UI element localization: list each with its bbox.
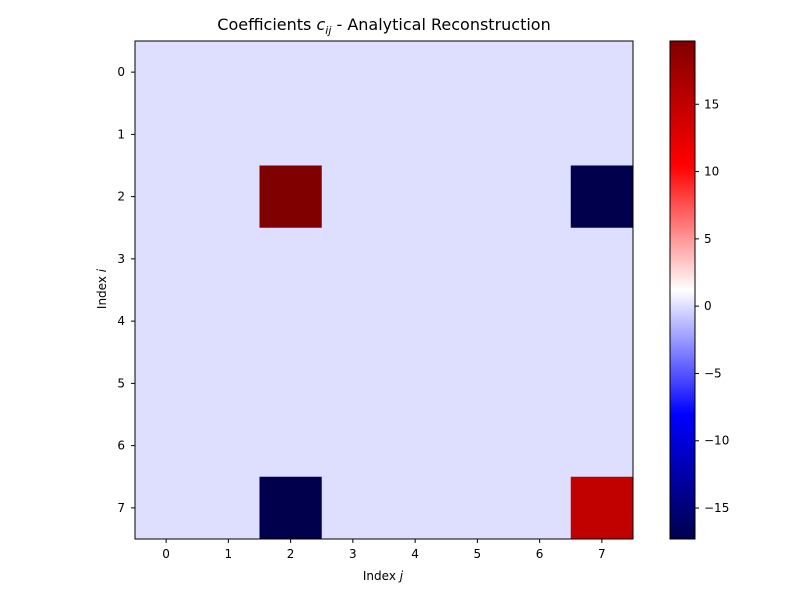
y-tick-label: 0 xyxy=(117,65,125,79)
heatmap-cell xyxy=(321,41,385,104)
plot-frame xyxy=(134,40,634,540)
heatmap-cell xyxy=(384,476,447,540)
heatmap-cell xyxy=(135,476,198,540)
heatmap-cell xyxy=(570,290,634,353)
heatmap-cell xyxy=(259,103,323,166)
heatmap-cell xyxy=(508,103,572,166)
x-tick-label: 4 xyxy=(411,547,419,561)
heatmap-cell xyxy=(197,227,260,291)
heatmap-cell xyxy=(197,476,260,540)
heatmap-cell xyxy=(508,290,572,353)
colorbar-tick-label: 5 xyxy=(704,232,712,246)
x-tick-label: 1 xyxy=(225,547,233,561)
heatmap-cell xyxy=(570,414,634,478)
heatmap-cell xyxy=(321,290,385,353)
x-axis: 0 1 2 3 4 5 6 7 xyxy=(162,539,606,561)
heatmap-cell xyxy=(384,290,447,353)
heatmap-cell xyxy=(259,476,323,540)
x-tick-label: 5 xyxy=(474,547,482,561)
heatmap-cell xyxy=(570,41,634,104)
heatmap-cell xyxy=(446,476,509,540)
colorbar-tick-label: 0 xyxy=(704,299,712,313)
heatmap-cell xyxy=(321,414,385,478)
heatmap-cell xyxy=(197,165,260,229)
heatmap-cell xyxy=(197,41,260,104)
y-tick-label: 2 xyxy=(117,190,125,204)
y-tick-label: 1 xyxy=(117,127,125,141)
heatmap-cell xyxy=(570,227,634,291)
heatmap-cell xyxy=(135,352,198,415)
colorbar-tick-label: 15 xyxy=(704,97,719,111)
heatmap-cell xyxy=(384,165,447,229)
x-tick-label: 7 xyxy=(598,547,606,561)
y-axis-label: Index i xyxy=(95,268,109,309)
heatmap-cell xyxy=(508,414,572,478)
heatmap-cell xyxy=(135,414,198,478)
colorbar: −15 −10 −5 0 5 10 15 xyxy=(669,40,729,540)
y-tick-label: 3 xyxy=(117,252,125,266)
colorbar-tick-label: 10 xyxy=(704,165,719,179)
heatmap-cell xyxy=(446,103,509,166)
heatmap-cell xyxy=(570,352,634,415)
heatmap-cell xyxy=(446,41,509,104)
heatmap-cell xyxy=(384,352,447,415)
heatmap-cell xyxy=(135,290,198,353)
heatmap-cell xyxy=(384,103,447,166)
colorbar-tick-label: −5 xyxy=(704,366,722,380)
heatmap-cell xyxy=(197,352,260,415)
x-tick-label: 3 xyxy=(349,547,357,561)
x-tick-label: 2 xyxy=(287,547,295,561)
heatmap-cell xyxy=(259,290,323,353)
plot-area xyxy=(134,40,634,540)
heatmap-cell xyxy=(446,290,509,353)
heatmap-cell xyxy=(135,227,198,291)
heatmap-cell xyxy=(197,103,260,166)
heatmap-cell xyxy=(570,476,634,540)
heatmap-cell xyxy=(321,103,385,166)
heatmap-cell xyxy=(135,103,198,166)
y-tick-label: 7 xyxy=(117,501,125,515)
heatmap-cell xyxy=(508,165,572,229)
heatmap-cell xyxy=(259,227,323,291)
heatmap-cell xyxy=(321,227,385,291)
heatmap-cell xyxy=(570,165,634,229)
heatmap-cell xyxy=(259,41,323,104)
colorbar-gradient xyxy=(669,40,696,540)
heatmap-cell xyxy=(197,290,260,353)
heatmap-cell xyxy=(508,227,572,291)
x-axis-label: Index j xyxy=(363,569,404,583)
heatmap-cell xyxy=(384,414,447,478)
heatmap-cell xyxy=(446,414,509,478)
heatmap-cell xyxy=(259,352,323,415)
x-tick-label: 6 xyxy=(536,547,544,561)
heatmap-cell xyxy=(384,41,447,104)
heatmap-cell xyxy=(135,41,198,104)
heatmap-cell xyxy=(384,227,447,291)
x-tick-label: 0 xyxy=(162,547,170,561)
colorbar-tick-label: −10 xyxy=(704,434,729,448)
heatmap-cell xyxy=(508,41,572,104)
heatmap-cell xyxy=(197,414,260,478)
heatmap-cell xyxy=(321,165,385,229)
heatmap-cell xyxy=(259,165,323,229)
y-tick-label: 6 xyxy=(117,439,125,453)
heatmap-cell xyxy=(570,103,634,166)
heatmap-cell xyxy=(446,352,509,415)
heatmap-cell xyxy=(508,352,572,415)
heatmap-cell xyxy=(446,227,509,291)
heatmap-cell xyxy=(508,476,572,540)
y-axis: 0 1 2 3 4 5 6 7 xyxy=(117,65,135,515)
chart-title: Coefficients cij - Analytical Reconstruc… xyxy=(217,15,550,37)
y-tick-label: 5 xyxy=(117,376,125,390)
heatmap-cell xyxy=(321,476,385,540)
heatmap-cell xyxy=(135,165,198,229)
y-tick-label: 4 xyxy=(117,314,125,328)
colorbar-tick-label: −15 xyxy=(704,501,729,515)
heatmap-cell xyxy=(259,414,323,478)
heatmap-cell xyxy=(321,352,385,415)
heatmap-cell xyxy=(446,165,509,229)
